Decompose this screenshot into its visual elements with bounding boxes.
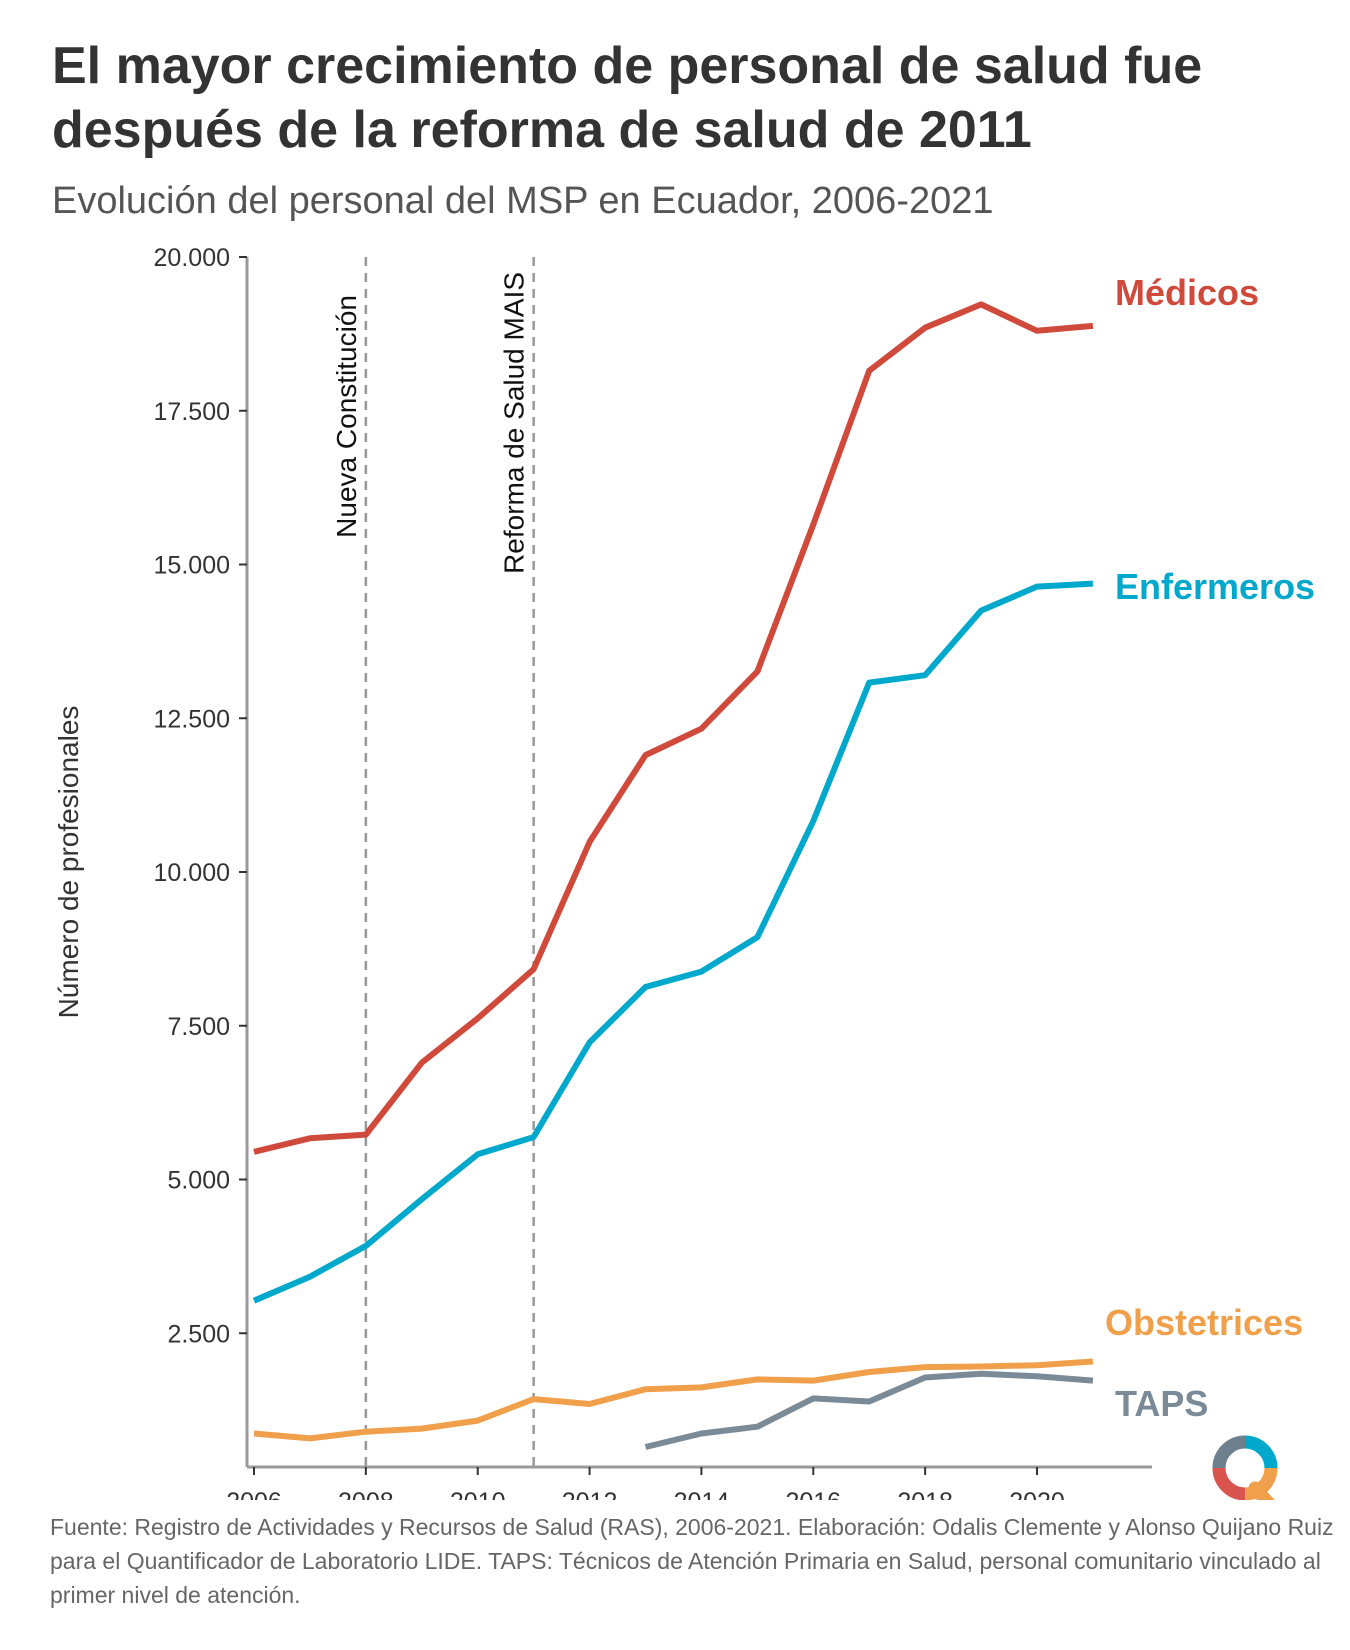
chart-title: El mayor crecimiento de personal de salu… xyxy=(52,37,1203,159)
y-tick-label: 2.500 xyxy=(167,1320,230,1348)
annotation-label: Reforma de Salud MAIS xyxy=(499,272,530,574)
y-tick-label: 20.000 xyxy=(154,244,230,272)
series-label: TAPS xyxy=(1115,1383,1208,1424)
series-labels: Médicos Enfermeros Obstetrices TAPS xyxy=(1105,272,1315,1424)
y-tick-label: 15.000 xyxy=(154,552,230,580)
logo-arc xyxy=(1244,1435,1278,1469)
source-note: Fuente: Registro de Actividades y Recurs… xyxy=(50,1514,1334,1608)
x-tick-label: 2020 xyxy=(1009,1488,1065,1500)
logo-arc xyxy=(1212,1467,1246,1500)
series-line-obstetrices xyxy=(253,1358,1094,1442)
series-line-médicos xyxy=(253,301,1094,1155)
series-line-enfermeros xyxy=(252,580,1094,1304)
x-tick-label: 2018 xyxy=(897,1488,953,1500)
series-line-taps xyxy=(644,1370,1094,1450)
series-lines xyxy=(252,301,1094,1450)
series-label: Médicos xyxy=(1115,272,1259,313)
annotation-label: Nueva Constitución xyxy=(331,295,362,538)
x-tick-label: 2016 xyxy=(785,1488,841,1500)
y-tick-label: 5.000 xyxy=(167,1167,230,1195)
series-label: Enfermeros xyxy=(1115,566,1315,607)
y-tick-label: 7.500 xyxy=(167,1013,230,1041)
event-annotations: Nueva Constitución Reforma de Salud MAIS xyxy=(331,257,535,1467)
axes: 2.500 5.000 7.500 10.000 12.500 15.000 17.500 2… xyxy=(53,244,1152,1500)
y-tick-label: 17.500 xyxy=(154,398,230,426)
x-tick-label: 2014 xyxy=(674,1488,730,1500)
x-tick-label: 2012 xyxy=(562,1488,618,1500)
series-label: Obstetrices xyxy=(1105,1302,1303,1343)
y-tick-label: 10.000 xyxy=(154,859,230,887)
x-tick-label: 2006 xyxy=(226,1488,282,1500)
logo-tail xyxy=(1248,1481,1275,1500)
y-axis-title: Número de profesionales xyxy=(53,706,84,1019)
x-tick-label: 2010 xyxy=(450,1488,506,1500)
quantificador-logo-icon xyxy=(1212,1435,1278,1500)
logo-arc xyxy=(1244,1467,1278,1500)
chart-subtitle: Evolución del personal del MSP en Ecuado… xyxy=(52,180,994,222)
x-tick-label: 2008 xyxy=(338,1488,394,1500)
logo-arc xyxy=(1212,1435,1246,1469)
y-tick-label: 12.500 xyxy=(154,705,230,733)
line-chart: Nueva Constitución Reforma de Salud MAIS … xyxy=(53,244,1315,1500)
